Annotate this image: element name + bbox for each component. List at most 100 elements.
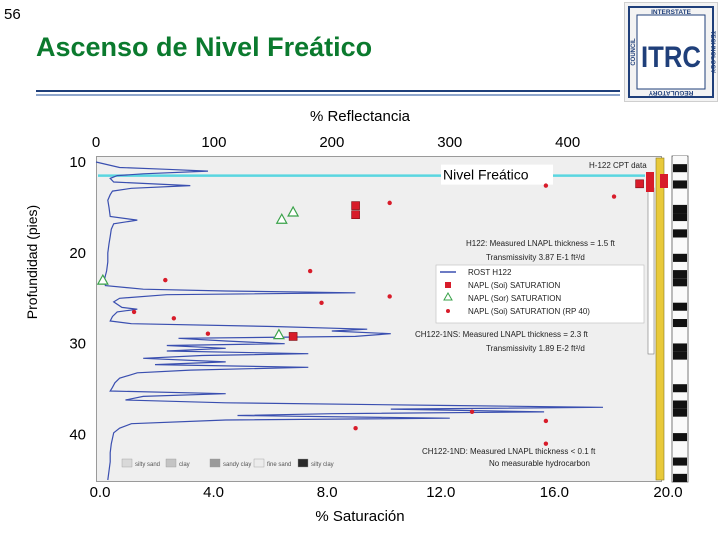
napl-sor-marker (272, 328, 285, 340)
cpt-soil-band (673, 294, 687, 303)
y-axis-tick-label: 30 (69, 336, 86, 353)
napl-soi-rp40-marker (171, 316, 177, 321)
cpt-soil-band (673, 376, 687, 385)
napl-soi-rp40-marker (387, 294, 392, 299)
napl-sor-marker (275, 213, 288, 224)
napl-soi-rp40-marker (543, 418, 549, 424)
cpt-soil-band (673, 327, 687, 336)
napl-sor-marker (287, 205, 300, 217)
top-axis-tick-label: 400 (555, 134, 580, 151)
svg-text:COUNCIL: COUNCIL (631, 38, 637, 66)
h122-thickness-annotation: H122: Measured LNAPL thickness = 1.5 ft (466, 239, 616, 248)
soil-legend-swatch (209, 458, 221, 468)
napl-soi-marker (351, 201, 360, 210)
cpt-soil-band (673, 359, 687, 368)
bottom-axis-tick-label: 16.0 (540, 484, 569, 501)
soil-legend-swatch (253, 458, 265, 468)
cpt-soil-band (673, 408, 687, 417)
cpt-soil-band (673, 310, 687, 319)
cpt-soil-band (673, 335, 687, 344)
cpt-soil-band (673, 221, 687, 230)
ch122-1nd-hydrocarbon-annotation: No measurable hydrocarbon (489, 459, 590, 468)
ch122-1ns-thickness-annotation: CH122-1NS: Measured LNAPL thickness = 2.… (415, 330, 589, 339)
bottom-axis-tick-label: 0.0 (90, 484, 111, 501)
cpt-soil-band (673, 457, 687, 466)
soil-legend-label: silty sand (135, 462, 160, 468)
top-axis-tick-label: 200 (319, 134, 344, 151)
cpt-soil-band (673, 400, 687, 409)
well-napl-marker (660, 174, 668, 188)
legend-item-label: NAPL (Sor) SATURATION (468, 294, 561, 303)
cpt-soil-band (673, 441, 687, 450)
cpt-soil-band (673, 343, 687, 352)
y-axis-tick-label: 10 (69, 154, 86, 171)
cpt-soil-band (673, 196, 687, 205)
cpt-soil-band (673, 351, 687, 360)
bottom-axis-tick-label: 20.0 (653, 484, 682, 501)
ch122-1nd-thickness-annotation: CH122-1ND: Measured LNAPL thickness < 0.… (422, 447, 596, 456)
top-axis-tick-label: 300 (437, 134, 462, 151)
slide-number: 56 (4, 6, 21, 23)
cpt-soil-band (673, 213, 687, 222)
svg-text:INTERSTATE: INTERSTATE (651, 9, 692, 16)
bottom-axis-tick-label: 4.0 (203, 484, 224, 501)
top-axis-title: % Reflectancia (309, 108, 411, 125)
soil-legend-swatch (165, 458, 177, 468)
well-screen-column (655, 157, 665, 481)
cpt-soil-band (673, 424, 687, 434)
cpt-soil-band (673, 172, 687, 181)
legend-item-label: NAPL (Soi) SATURATION (RP 40) (468, 307, 590, 316)
well-napl-marker (646, 172, 654, 192)
slide-title: Ascenso de Nivel Freático (36, 32, 373, 62)
svg-text:ITRC: ITRC (641, 41, 701, 74)
soil-legend-swatch (121, 458, 133, 468)
soil-legend-swatch (297, 458, 309, 468)
well-column (647, 187, 655, 355)
itrc-logo: INTERSTATE REGULATORY TECHNOLOGY COUNCIL… (624, 2, 718, 102)
cpt-soil-band (673, 278, 687, 287)
svg-text:REGULATORY: REGULATORY (648, 89, 693, 96)
napl-soi-rp40-marker (319, 300, 324, 306)
soil-legend-label: silty clay (311, 462, 334, 468)
soil-legend-label: clay (179, 462, 190, 468)
legend-swatch-triangle (443, 291, 453, 301)
bottom-axis-tick-label: 8.0 (317, 484, 338, 501)
cpt-soil-band (673, 204, 687, 214)
water-table-label-bg (441, 164, 553, 185)
napl-soi-marker (288, 332, 298, 341)
cpt-soil-band (673, 473, 687, 482)
napl-soi-rp40-marker (469, 409, 475, 415)
legend-swatch-dot (446, 309, 450, 313)
top-axis-tick-label: 100 (201, 134, 226, 151)
napl-soi-rp40-marker (543, 183, 549, 188)
bottom-axis-tick-label: 12.0 (426, 484, 455, 501)
legend-item-label: ROST H122 (468, 268, 512, 277)
cpt-soil-band (673, 367, 687, 377)
cpt-soil-band (673, 253, 687, 262)
cpt-soil-band (673, 164, 687, 173)
cpt-soil-band (673, 180, 687, 189)
cpt-soil-band (673, 449, 687, 458)
cpt-soil-band (673, 465, 687, 474)
cpt-soil-band (673, 302, 687, 311)
y-axis-tick-label: 20 (69, 245, 86, 262)
cpt-soil-band (673, 392, 687, 401)
cpt-soil-band (673, 245, 687, 254)
napl-soi-rp40-marker (353, 426, 358, 431)
rost-h122-line (95, 161, 604, 481)
ch122-1ns-transmissivity-annotation: Transmissivity 1.89 E-2 ft²/d (486, 344, 585, 353)
napl-soi-rp40-marker (163, 277, 168, 283)
top-axis-tick-label: 0 (92, 134, 100, 151)
h122-transmissivity-annotation: Transmissivity 3.87 E-1 ft²/d (486, 253, 585, 262)
soil-legend-label: fine sand (267, 462, 291, 468)
title-rule-secondary (36, 94, 620, 96)
cpt-soil-band (673, 229, 687, 238)
cpt-soil-band (673, 319, 687, 328)
cpt-soil-band (673, 188, 687, 197)
napl-soi-marker (635, 179, 644, 189)
cpt-soil-band (673, 433, 687, 442)
napl-soi-rp40-marker (307, 268, 313, 274)
napl-soi-rp40-marker (611, 194, 617, 199)
napl-soi-rp40-marker (205, 331, 211, 336)
